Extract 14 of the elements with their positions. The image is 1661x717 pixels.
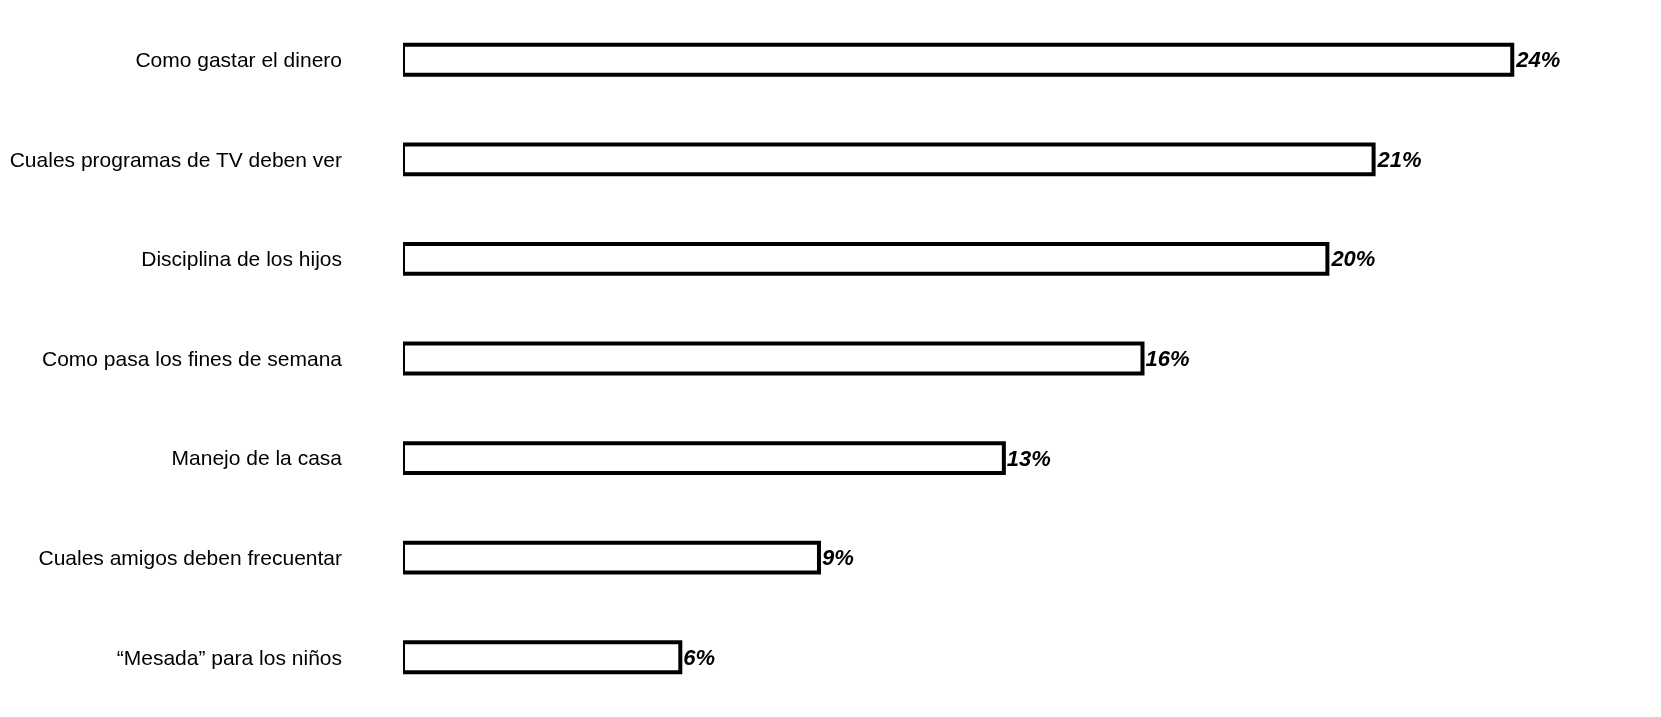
data-label: 13% — [1006, 445, 1051, 471]
data-label: 21% — [1376, 146, 1422, 172]
data-label: 9% — [821, 545, 854, 571]
y-tick-label: “Mesada” para los niños — [116, 645, 342, 669]
y-tick-label: Cuales amigos deben frecuentar — [38, 545, 343, 569]
data-label: 16% — [1145, 346, 1190, 371]
y-tick-label: Cuales programas de TV deben ver — [9, 147, 342, 171]
data-label: 6% — [683, 644, 716, 670]
data-label: 20% — [1330, 246, 1376, 272]
y-tick-label: Como pasa los fines de semana — [42, 346, 343, 370]
y-tick-label: Como gastar el dinero — [135, 48, 342, 72]
y-tick-label: Manejo de la casa — [171, 446, 343, 470]
data-label: 24% — [1515, 47, 1561, 73]
y-tick-label: Disciplina de los hijos — [141, 247, 342, 271]
